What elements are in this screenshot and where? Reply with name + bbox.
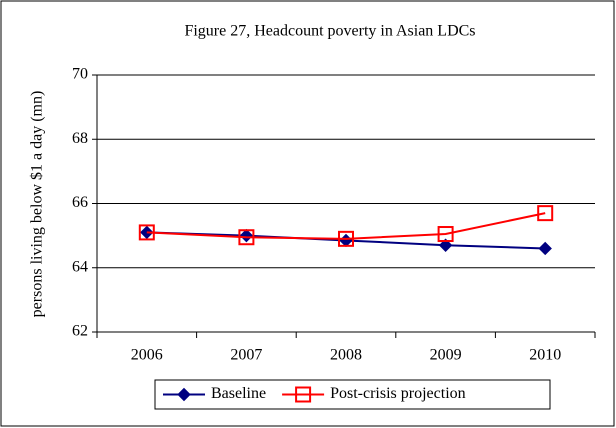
legend-marker (177, 387, 191, 402)
chart-title: Figure 27, Headcount poverty in Asian LD… (184, 23, 475, 40)
x-tick-label: 2007 (230, 347, 262, 364)
data-point (537, 205, 554, 222)
x-tick-label: 2006 (131, 347, 163, 364)
data-point (338, 230, 354, 247)
data-point (138, 224, 155, 241)
y-tick-label: 66 (72, 194, 88, 211)
y-tick-label: 62 (72, 323, 88, 340)
legend-label: Baseline (211, 385, 266, 402)
y-tick-label: 70 (72, 66, 88, 83)
x-tick-label: 2009 (430, 347, 462, 364)
series-line (146, 212, 546, 240)
x-tick-label: 2010 (529, 347, 561, 364)
y-axis-label: persons living below $1 a day (mn) (29, 91, 46, 318)
y-tick-label: 64 (72, 258, 88, 275)
legend-box (154, 379, 551, 410)
data-point (238, 229, 255, 246)
data-point (538, 241, 552, 256)
y-tick-label: 68 (72, 130, 88, 147)
legend-label: Post-crisis projection (330, 385, 466, 402)
data-point (438, 238, 453, 252)
data-point (437, 226, 454, 243)
x-tick-label: 2008 (330, 347, 362, 364)
legend-marker (295, 386, 312, 403)
data-point (239, 228, 254, 243)
